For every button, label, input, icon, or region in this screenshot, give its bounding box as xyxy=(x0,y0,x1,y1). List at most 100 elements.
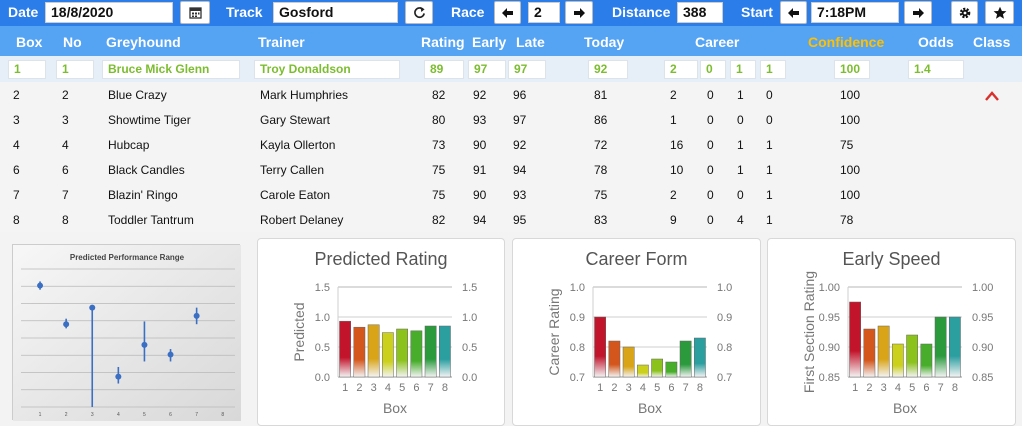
y-axis-label: Career Rating xyxy=(546,288,562,375)
table-row[interactable]: 3 3 Showtime Tiger Gary Stewart 80 93 97 86 1 0 0 0… xyxy=(0,107,1022,132)
calendar-button[interactable] xyxy=(180,1,210,24)
col-box[interactable]: Box xyxy=(16,34,43,50)
cell-c2: 0 xyxy=(707,138,714,152)
career-form-chart: 0.7 0.7 0.8 0.8 0.9 0.9 1.0 1.0 1 2 3 4 5 6 7 8 Box Caree… xyxy=(546,282,732,416)
y-tick-label: 0.9 xyxy=(570,312,585,324)
table-row[interactable]: 4 4 Hubcap Kayla Ollerton 73 90 92 72 16 0 1 1 75 xyxy=(0,132,1022,157)
bar xyxy=(439,325,451,378)
table-row[interactable]: 7 7 Blazin' Ringo Carole Eaton 75 90 93 75 2 0 0 1 1… xyxy=(0,182,1022,207)
sel-confidence: 100 xyxy=(834,60,870,79)
col-greyhound[interactable]: Greyhound xyxy=(106,34,181,50)
bar xyxy=(877,325,890,378)
x-tick-label: 7 xyxy=(683,382,689,394)
cell-c4: 1 xyxy=(766,188,773,202)
cell-c3: 1 xyxy=(737,138,744,152)
cell-greyhound: Blue Crazy xyxy=(108,88,167,102)
col-career[interactable]: Career xyxy=(695,34,740,50)
cell-confidence: 100 xyxy=(840,88,861,102)
x-tick-label: 2 xyxy=(356,382,362,394)
cell-c2: 0 xyxy=(707,188,714,202)
track-field[interactable]: Gosford xyxy=(273,2,398,23)
cell-rating: 73 xyxy=(432,138,446,152)
sel-odds: 1.4 xyxy=(908,60,964,79)
date-field[interactable]: 18/8/2020 xyxy=(45,2,173,23)
cell-c1: 2 xyxy=(670,88,677,102)
cell-c1: 2 xyxy=(670,188,677,202)
table-row[interactable]: 2 2 Blue Crazy Mark Humphries 82 92 96 81 2 0 1 0 10… xyxy=(0,82,1022,107)
cell-c4: 0 xyxy=(766,113,773,127)
col-rating[interactable]: Rating xyxy=(421,34,465,50)
bar xyxy=(622,346,635,378)
cell-late: 96 xyxy=(513,88,527,102)
x-tick-label: 8 xyxy=(697,382,703,394)
col-no[interactable]: No xyxy=(63,34,82,50)
cell-rating: 82 xyxy=(432,88,446,102)
cell-c2: 0 xyxy=(707,88,714,102)
distance-label: Distance xyxy=(612,4,671,20)
chevron-up-icon[interactable] xyxy=(984,90,1000,102)
start-next-button[interactable] xyxy=(904,1,932,24)
x-tick-label: 1 xyxy=(852,382,858,394)
x-tick-label: 3 xyxy=(91,412,94,418)
race-prev-button[interactable] xyxy=(494,1,521,24)
bar xyxy=(863,328,876,378)
data-point xyxy=(167,351,174,358)
cell-confidence: 78 xyxy=(840,213,854,227)
sel-career-2: 0 xyxy=(700,60,726,79)
track-label: Track xyxy=(226,4,263,20)
table-row[interactable]: 8 8 Toddler Tantrum Robert Delaney 82 94 95 83 9… xyxy=(0,207,1022,232)
col-today[interactable]: Today xyxy=(584,34,625,50)
cell-confidence: 100 xyxy=(840,188,861,202)
cell-late: 92 xyxy=(513,138,527,152)
x-tick-label: 5 xyxy=(654,382,660,394)
table-row[interactable]: 6 6 Black Candles Terry Callen 75 91 94 78 10 0 1 1… xyxy=(0,157,1022,182)
cell-box: 8 xyxy=(13,213,20,227)
y2-tick-label: 0.95 xyxy=(972,312,993,324)
bar xyxy=(637,364,649,378)
y-axis-label: First Section Rating xyxy=(801,271,817,393)
start-prev-button[interactable] xyxy=(780,1,807,24)
start-time-field[interactable]: 7:18PM xyxy=(811,2,899,23)
y2-tick-label: 0.85 xyxy=(972,372,993,384)
x-tick-label: 8 xyxy=(442,382,448,394)
y-tick-label: 0.90 xyxy=(819,342,840,354)
col-odds[interactable]: Odds xyxy=(918,34,954,50)
cell-c3: 0 xyxy=(737,188,744,202)
favorite-button[interactable] xyxy=(985,1,1014,24)
bar xyxy=(396,328,408,378)
cell-rating: 80 xyxy=(432,113,446,127)
bar xyxy=(367,324,380,378)
cell-late: 94 xyxy=(513,163,527,177)
col-early[interactable]: Early xyxy=(472,34,507,50)
gear-icon xyxy=(959,7,970,18)
cell-no: 3 xyxy=(62,113,69,127)
cell-box: 4 xyxy=(13,138,20,152)
refresh-button[interactable] xyxy=(405,1,433,24)
cell-today: 72 xyxy=(594,138,608,152)
bar xyxy=(665,361,678,378)
col-late[interactable]: Late xyxy=(516,34,545,50)
y-tick-label: 0.8 xyxy=(570,342,585,354)
col-class[interactable]: Class xyxy=(973,34,1011,50)
career-form-panel: Career Form 0.7 0.7 0.8 0.8 0.9 0.9 1.0 1.0 1 2 3 4… xyxy=(512,238,761,426)
bar xyxy=(849,301,861,378)
distance-field[interactable]: 388 xyxy=(677,2,723,23)
cell-c3: 1 xyxy=(737,88,744,102)
y2-tick-label: 0.8 xyxy=(717,342,732,354)
cell-early: 90 xyxy=(473,188,487,202)
cell-greyhound: Hubcap xyxy=(108,138,150,152)
col-confidence[interactable]: Confidence xyxy=(808,34,885,50)
calendar-icon xyxy=(188,7,202,19)
bar xyxy=(339,320,351,378)
settings-button[interactable] xyxy=(951,1,978,24)
col-trainer[interactable]: Trainer xyxy=(258,34,305,50)
arrow-left-icon xyxy=(502,7,513,18)
bar xyxy=(410,330,423,378)
race-field[interactable]: 2 xyxy=(528,2,560,23)
y2-tick-label: 1.5 xyxy=(462,282,477,294)
sel-box: 1 xyxy=(8,60,46,79)
selected-runner-row[interactable]: 1 1 Bruce Mick Glenn Troy Donaldson 89 9… xyxy=(0,56,1022,82)
x-tick-label: 1 xyxy=(342,382,348,394)
x-tick-label: 6 xyxy=(413,382,419,394)
race-next-button[interactable] xyxy=(565,1,593,24)
